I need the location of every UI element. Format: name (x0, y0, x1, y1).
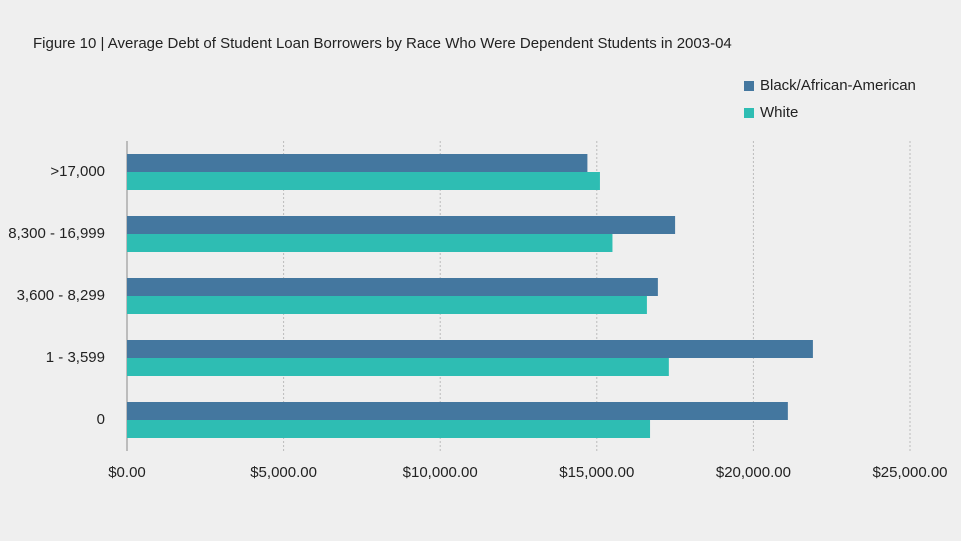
bar (127, 420, 651, 438)
legend-swatch (744, 108, 754, 118)
x-tick-label: $25,000.00 (872, 464, 947, 481)
bar (127, 296, 647, 314)
y-tick-label: 0 (97, 411, 105, 428)
y-tick-label: 1 - 3,599 (46, 349, 105, 366)
chart-title: Figure 10 | Average Debt of Student Loan… (33, 35, 732, 52)
x-tick-label: $15,000.00 (559, 464, 634, 481)
bar (127, 402, 788, 420)
y-tick-label: >17,000 (50, 163, 105, 180)
x-tick-label: $20,000.00 (716, 464, 791, 481)
bar (127, 172, 600, 190)
bar (127, 234, 613, 252)
bar (127, 278, 658, 296)
bar (127, 358, 669, 376)
x-tick-label: $10,000.00 (403, 464, 478, 481)
bar (127, 216, 676, 234)
bar (127, 154, 588, 172)
legend-label: Black/African-American (760, 77, 916, 94)
legend-swatch (744, 81, 754, 91)
x-tick-label: $5,000.00 (250, 464, 317, 481)
x-tick-label: $0.00 (108, 464, 146, 481)
y-tick-label: 3,600 - 8,299 (17, 287, 105, 304)
bar (127, 340, 813, 358)
y-tick-label: 8,300 - 16,999 (8, 225, 105, 242)
legend-label: White (760, 104, 798, 121)
